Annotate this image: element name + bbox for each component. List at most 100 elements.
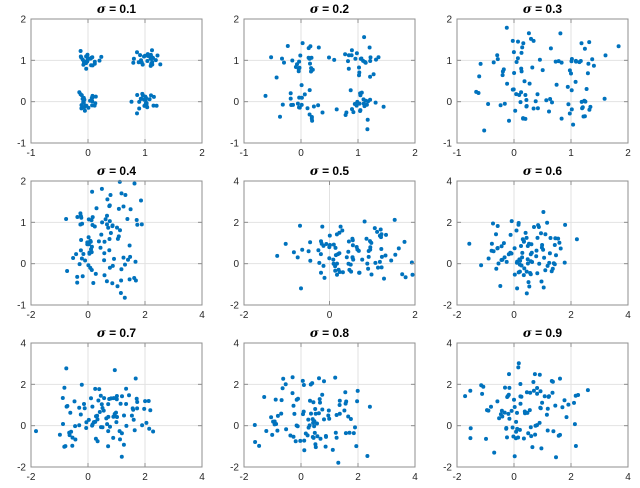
data-point xyxy=(521,266,526,271)
data-point xyxy=(573,58,578,63)
scatter-plot: -2 0 2 -2 0 2 4 σ = 0.5 xyxy=(230,164,418,321)
data-point xyxy=(512,405,517,409)
data-point xyxy=(105,225,110,230)
data-point xyxy=(495,246,500,250)
data-point xyxy=(528,425,533,430)
data-point xyxy=(291,403,295,408)
subplot-sigma-0.9: -2 0 2 4 -2 0 2 4 σ = 0.9 xyxy=(427,325,640,487)
data-point xyxy=(496,261,500,266)
axes-box xyxy=(30,180,202,306)
data-point xyxy=(299,247,304,252)
data-point xyxy=(491,450,496,455)
data-point xyxy=(521,239,526,244)
data-point xyxy=(105,414,110,419)
data-point xyxy=(585,71,590,76)
y-tick-label: -2 xyxy=(17,463,26,474)
data-point xyxy=(539,400,544,405)
data-point xyxy=(351,431,356,436)
data-point xyxy=(93,436,98,441)
data-point xyxy=(70,256,75,260)
data-point xyxy=(347,430,351,435)
data-point xyxy=(559,116,564,121)
data-point xyxy=(567,68,572,73)
data-point xyxy=(531,38,536,43)
data-point xyxy=(574,237,579,242)
data-point xyxy=(132,181,136,186)
data-point xyxy=(138,198,143,203)
data-point xyxy=(98,232,103,237)
data-point xyxy=(102,239,106,244)
data-point xyxy=(545,263,550,268)
data-point xyxy=(512,454,517,459)
data-point xyxy=(274,428,279,433)
data-point xyxy=(326,416,331,421)
data-point xyxy=(549,379,554,383)
data-point xyxy=(553,59,558,64)
data-point xyxy=(146,399,151,403)
data-point xyxy=(83,426,88,430)
data-point xyxy=(105,444,110,449)
scatter-plot: -1 0 1 2 -1 0 1 2 σ = 0.2 xyxy=(230,2,418,159)
data-point xyxy=(333,430,338,435)
data-point xyxy=(502,385,507,390)
data-point xyxy=(153,58,158,63)
y-tick-label: 2 xyxy=(20,15,26,26)
y-tick-label: 2 xyxy=(20,380,26,391)
data-point xyxy=(524,269,529,274)
data-point xyxy=(396,246,401,251)
data-point xyxy=(85,105,90,110)
data-point xyxy=(523,98,528,102)
data-point xyxy=(511,50,516,55)
data-point xyxy=(557,376,562,381)
data-point xyxy=(362,60,367,64)
data-point xyxy=(295,255,300,260)
x-tick-label: 2 xyxy=(568,472,574,483)
data-point xyxy=(268,415,273,420)
data-point xyxy=(517,262,522,267)
data-point xyxy=(89,218,93,223)
data-point xyxy=(367,245,372,250)
data-point xyxy=(307,398,312,403)
data-point xyxy=(378,247,383,251)
data-point xyxy=(525,257,530,262)
data-point xyxy=(516,222,520,227)
data-point xyxy=(364,454,369,458)
data-point xyxy=(280,386,285,391)
data-point xyxy=(522,93,527,97)
x-tick-label: 2 xyxy=(199,148,205,159)
data-point xyxy=(346,239,351,244)
data-point xyxy=(256,443,261,448)
data-point xyxy=(462,394,467,399)
data-point xyxy=(567,111,572,116)
data-point xyxy=(531,388,536,393)
data-point xyxy=(516,361,521,366)
data-point xyxy=(310,435,315,439)
data-point xyxy=(350,238,355,243)
data-point xyxy=(357,101,361,106)
data-point xyxy=(541,285,546,290)
y-tick-label: 0 xyxy=(446,421,452,432)
data-point xyxy=(84,242,89,247)
data-point xyxy=(356,270,361,275)
data-point xyxy=(96,239,101,244)
data-point xyxy=(122,193,127,197)
data-point xyxy=(323,242,328,246)
data-point xyxy=(527,271,532,275)
data-point xyxy=(316,376,321,381)
data-point xyxy=(519,50,523,55)
data-point xyxy=(348,262,353,267)
data-point xyxy=(303,431,308,436)
data-point xyxy=(533,99,538,104)
axes-box xyxy=(456,342,628,468)
data-point xyxy=(306,425,311,430)
data-point xyxy=(550,390,554,395)
data-point xyxy=(134,111,139,116)
data-point xyxy=(376,55,380,60)
data-point xyxy=(108,193,112,197)
data-point xyxy=(101,258,106,263)
data-point xyxy=(97,410,102,414)
data-point xyxy=(337,403,342,407)
data-point xyxy=(524,390,529,395)
data-point xyxy=(113,395,118,400)
